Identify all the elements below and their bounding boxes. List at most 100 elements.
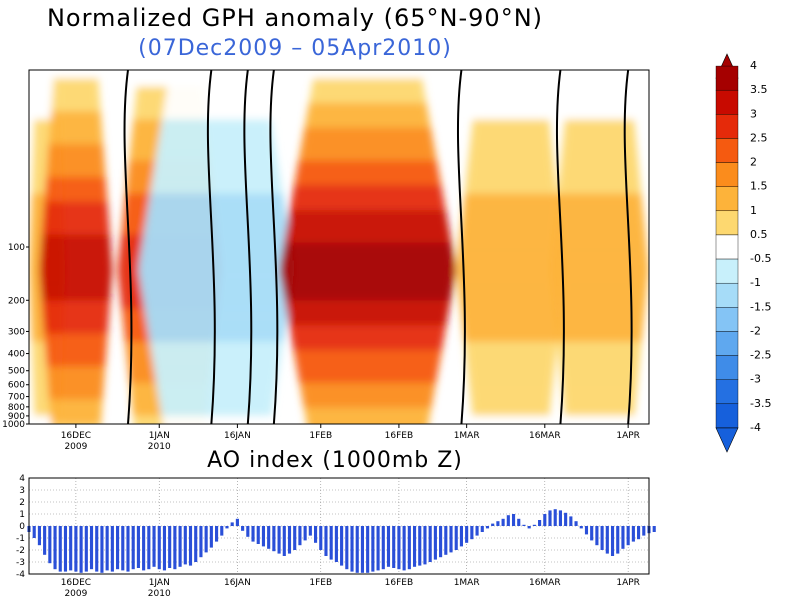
anomaly-cell [47,374,105,384]
anomaly-cell [159,399,274,409]
anomaly-band [456,70,566,424]
anomaly-cell [468,374,554,384]
anomaly-cell [157,382,276,393]
anomaly-cell [469,144,553,154]
ao-x-tick-label: 16FEB [385,578,414,588]
anomaly-cell [564,119,635,129]
anomaly-cell [301,391,434,401]
ao-bar [173,526,177,570]
anomaly-cell [565,415,634,424]
anomaly-band [279,70,456,424]
ao-bar [501,518,505,526]
anomaly-cell [476,78,545,88]
anomaly-cell [43,325,108,335]
anomaly-cell [553,300,646,310]
anomaly-cell [162,111,271,121]
ao-bar [215,526,219,542]
ao-bar [386,526,391,567]
anomaly-cell [462,316,560,327]
anomaly-cell [551,251,648,261]
ao-y-tick-label: -1 [16,534,25,544]
anomaly-cell [294,349,441,360]
anomaly-cell [43,209,109,220]
anomaly-cell [42,218,109,228]
x-tick-label: 16JAN [224,431,251,441]
heatmap-shading [29,70,649,433]
colorbar-tick-label: -1 [750,276,761,289]
ao-bar [652,526,656,532]
ao-bar [485,526,490,529]
ao-bar [298,526,302,546]
ao-bar [600,526,604,550]
ao-bar [480,526,484,532]
anomaly-cell [300,382,435,393]
anomaly-cell [461,218,561,228]
anomaly-cell [50,407,102,417]
anomaly-cell [290,201,445,211]
anomaly-cell [164,424,270,433]
ao-bar [230,522,234,526]
anomaly-cell [42,226,110,236]
anomaly-cell [33,399,61,409]
anomaly-cell [46,358,106,368]
ao-bar [345,526,349,570]
ao-bar [136,526,140,568]
ao-bar [579,526,583,529]
anomaly-cell [295,358,440,368]
ao-bar [397,526,401,570]
anomaly-cell [564,407,635,417]
ao-x-tick-label: 16DEC [61,578,91,588]
ao-bar [168,526,172,568]
ao-frame [28,477,650,575]
anomaly-cell [458,284,564,294]
colorbar-swatch [715,403,739,429]
ao-y-tick-label: -3 [16,558,25,568]
colorbar-swatch [715,307,739,332]
anomaly-cell [475,94,547,104]
anomaly-cell [160,127,273,137]
anomaly-cell [154,366,279,376]
ao-bar [371,526,375,572]
anomaly-cell [293,185,442,195]
anomaly-cell [49,127,103,137]
anomaly-cell [153,168,280,179]
anomaly-cell [145,308,288,318]
anomaly-cell [51,102,101,113]
colorbar-tick-label: 1 [750,204,757,217]
ao-bar [543,514,547,526]
anomaly-cell [284,292,452,302]
anomaly-cell [304,407,431,417]
anomaly-cell [552,242,647,253]
anomaly-cell [567,86,632,96]
anomaly-cell [153,358,280,368]
anomaly-cell [41,292,111,302]
anomaly-cell [48,382,104,393]
anomaly-cell [551,284,648,294]
ao-chart-title: AO index (1000mb Z) [207,448,463,473]
anomaly-cell [35,86,59,96]
x-tick-label: 16MAR [529,431,561,441]
anomaly-cell [289,325,446,335]
ao-bar [261,526,266,547]
ao-x-tick-label: 1APR [616,578,640,588]
ao-bar [402,526,406,571]
anomaly-cell [279,267,456,277]
anomaly-cell [50,119,102,129]
anomaly-cell [147,209,287,220]
anomaly-cell [309,94,426,104]
ao-bar [584,526,589,535]
anomaly-cell [53,70,98,80]
ao-bar [642,526,646,536]
anomaly-cell [551,275,648,286]
y-tick-label: 700 [8,393,25,403]
anomaly-cell [281,275,455,286]
anomaly-cell [291,333,444,343]
colorbar-tick-label: 4 [750,59,757,72]
ao-bar [491,523,495,526]
ao-bar [511,514,516,526]
anomaly-cell [34,119,61,129]
ao-y-tick-label: -2 [16,546,25,556]
anomaly-cell [36,70,59,80]
ao-bar [444,526,448,555]
